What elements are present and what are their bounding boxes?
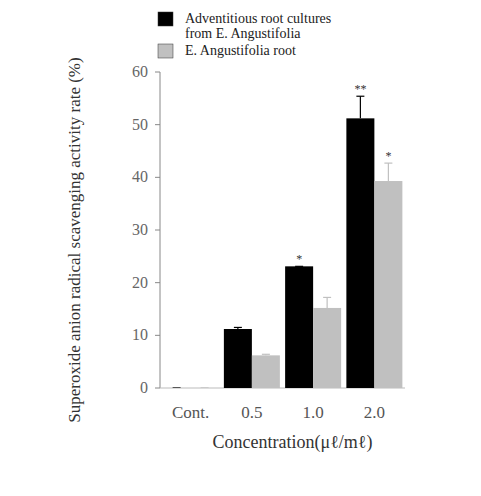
- significance: *: [385, 149, 391, 163]
- error-bar: [173, 388, 181, 389]
- error-bar: [384, 163, 392, 181]
- y-tick: [155, 335, 160, 336]
- bar: [224, 329, 252, 388]
- y-tick: [155, 282, 160, 283]
- bar: [346, 118, 374, 388]
- error-bar: [323, 297, 331, 308]
- error-bar: [234, 327, 242, 329]
- error-cap: [262, 354, 270, 355]
- bar: [252, 355, 280, 388]
- error-cap: [173, 387, 181, 388]
- y-tick-label: 30: [132, 221, 148, 238]
- y-tick-label: 0: [140, 379, 148, 396]
- error-bar: [201, 388, 209, 389]
- x-tick-label: 1.0: [303, 403, 324, 422]
- bar: [285, 266, 313, 388]
- legend-swatch: [158, 12, 173, 26]
- bar: [374, 181, 402, 388]
- y-tick-label: 40: [132, 168, 148, 185]
- x-tick-label: 2.0: [364, 403, 385, 422]
- y-tick: [155, 177, 160, 178]
- y-axis-label: Superoxide anion radical scavenging acti…: [65, 57, 84, 422]
- error-line: [327, 297, 328, 308]
- legend-label: Adventitious root culturesfrom E. Angust…: [185, 11, 331, 41]
- x-tick-label: 0.5: [241, 403, 262, 422]
- error-cap: [323, 297, 331, 298]
- error-line: [388, 163, 389, 181]
- y-tick: [155, 388, 160, 389]
- y-tick-label: 60: [132, 63, 148, 80]
- error-cap: [201, 387, 209, 388]
- error-bar: [356, 96, 364, 118]
- y-tick: [155, 124, 160, 125]
- legend-swatch: [158, 44, 173, 58]
- legend: Adventitious root culturesfrom E. Angust…: [158, 11, 331, 58]
- y-tick-label: 50: [132, 116, 148, 133]
- y-tick-label: 10: [132, 326, 148, 343]
- x-axis-label: Concentration(μℓ/mℓ): [213, 432, 373, 453]
- significance: *: [296, 252, 302, 266]
- legend-line: from E. Angustifolia: [185, 26, 301, 41]
- error-cap: [234, 327, 242, 328]
- error-bar: [262, 354, 270, 355]
- bars: [173, 96, 393, 388]
- chart: 0 10 20 30 40 50 60 Superoxide anion radical sc…: [0, 0, 481, 496]
- legend-line: Adventitious root cultures: [185, 11, 331, 26]
- x-tick-label: Cont.: [172, 403, 209, 422]
- bar: [191, 388, 219, 389]
- y-tick-label: 20: [132, 274, 148, 291]
- y-tick: [155, 230, 160, 231]
- y-tick: [155, 72, 160, 73]
- significance: **: [354, 82, 366, 96]
- error-line: [360, 96, 361, 118]
- bar: [313, 308, 341, 388]
- bar: [163, 388, 191, 389]
- legend-line: E. Angustifolia root: [185, 43, 296, 58]
- legend-label: E. Angustifolia root: [185, 43, 296, 58]
